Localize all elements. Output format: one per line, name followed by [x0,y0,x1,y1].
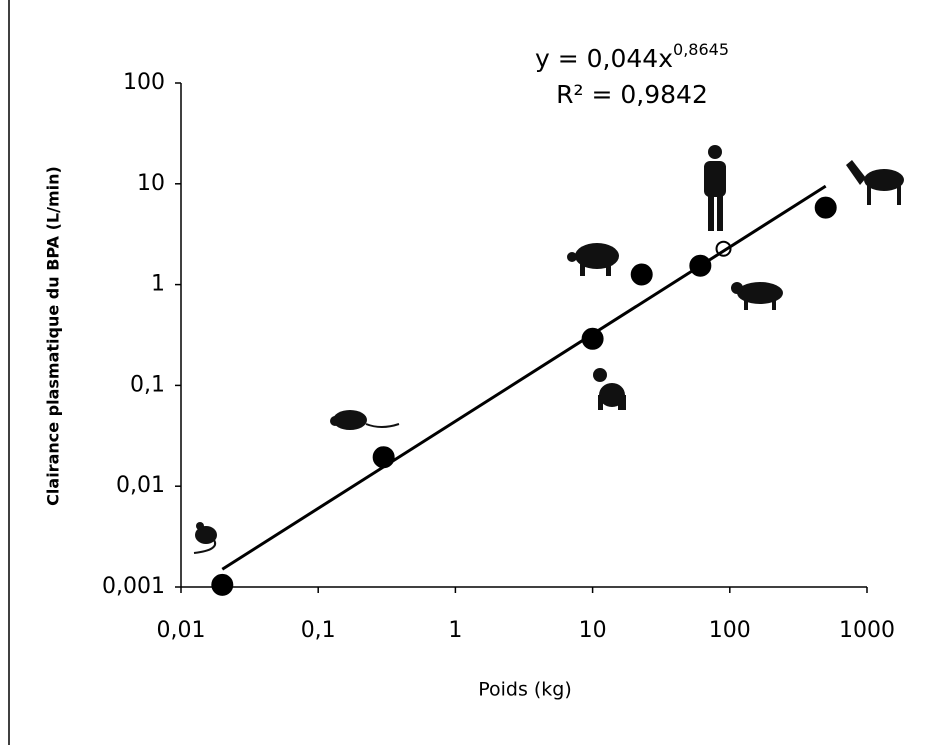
point [814,196,837,219]
mouse-icon [193,522,217,554]
r-squared: R² = 0,9842 [556,80,708,109]
x-tick-label: 100 [709,618,751,643]
x-tick-label: 1000 [839,618,895,643]
y-axis-label: Clairance plasmatique du BPA (L/min) [44,166,63,506]
y-tick-label: 0,01 [116,473,165,498]
x-tick-label: 0,1 [301,618,336,643]
sheep-icon [731,282,783,310]
animal-icons [193,145,904,554]
equation-text: y = 0,044x [535,44,673,73]
point [372,446,395,469]
y-tick-label: 10 [137,171,165,196]
x-tick-label: 10 [579,618,607,643]
equation: y = 0,044x0,8645 [535,40,729,74]
rat-icon [330,410,400,430]
x-tick-label: 0,01 [157,618,206,643]
fit-line [221,184,827,571]
y-tick-label: 0,001 [102,574,165,599]
x-axis-label: Poids (kg) [478,679,572,701]
horse-icon [846,160,904,205]
y-tick-label: 1 [151,272,165,297]
human-icon [704,145,726,231]
dog-icon [593,368,626,410]
equation-exponent: 0,8645 [673,40,729,59]
y-tick-label: 100 [123,70,165,95]
y-tick-label: 0,1 [130,372,165,397]
point [211,573,234,596]
x-tick-label: 1 [448,618,462,643]
pig-icon [567,243,619,276]
point [630,263,653,286]
